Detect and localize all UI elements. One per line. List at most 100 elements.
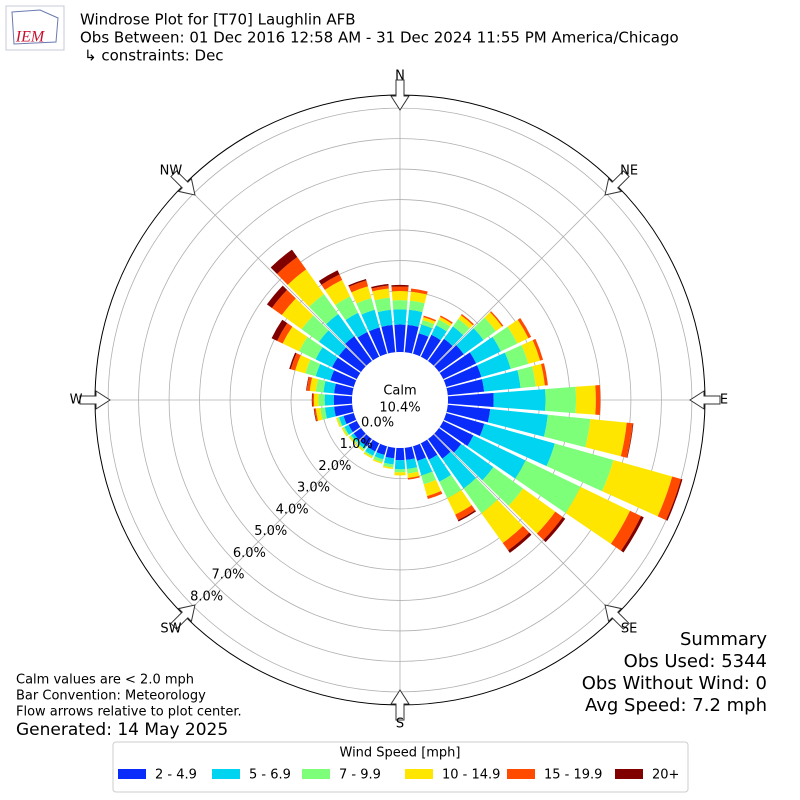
bar-segment xyxy=(357,440,367,449)
bar-segment xyxy=(338,347,366,372)
bar-segment xyxy=(334,383,354,396)
bar-segment xyxy=(423,479,442,497)
r-tick-label: 8.0% xyxy=(190,589,223,604)
summary-line: Summary xyxy=(680,629,767,650)
bar-segment xyxy=(277,257,307,285)
bar-segment xyxy=(469,336,501,364)
legend-title: Wind Speed [mph] xyxy=(340,746,461,761)
logo-state xyxy=(11,9,59,45)
bar-segment xyxy=(367,439,380,452)
bar-segment xyxy=(381,324,396,354)
flow-arrow xyxy=(689,390,721,410)
bar-segment xyxy=(394,324,406,353)
bar-segment xyxy=(407,476,420,480)
flow-arrow xyxy=(390,79,410,111)
bar-segment xyxy=(517,317,532,339)
flow-arrow xyxy=(170,170,196,196)
summary-line: Avg Speed: 7.2 mph xyxy=(585,695,767,716)
bar-segment xyxy=(357,332,380,361)
bar-segment xyxy=(315,347,338,368)
calm-label: Calm xyxy=(383,384,416,399)
bar-segment xyxy=(420,334,441,361)
chart-subtitle: Obs Between: 01 Dec 2016 12:58 AM - 31 D… xyxy=(80,29,679,47)
bar-segment xyxy=(383,462,394,468)
bar-segment xyxy=(271,289,296,316)
bar-segment xyxy=(620,516,644,553)
calm-value: 10.4% xyxy=(379,401,420,416)
legend-swatch xyxy=(507,769,535,779)
bar-segment xyxy=(341,427,348,437)
bar-segment xyxy=(477,352,511,378)
bar-segment xyxy=(446,404,491,423)
note-line: Flow arrows relative to plot center. xyxy=(16,705,242,720)
bar-segment xyxy=(384,456,395,465)
bar-segment xyxy=(336,417,341,428)
bar-segment xyxy=(508,488,556,534)
bar-segment xyxy=(348,420,361,433)
bar-segment xyxy=(657,476,682,521)
bar-segment xyxy=(391,291,409,301)
bar-segment xyxy=(507,319,529,344)
bar-segment xyxy=(344,424,353,435)
bar-segment xyxy=(345,336,372,366)
bar-segment xyxy=(427,490,443,500)
bar-segment xyxy=(305,359,321,377)
bar-segment xyxy=(356,443,365,451)
r-tick-label: 0.0% xyxy=(361,415,394,430)
bar-segment xyxy=(434,428,462,453)
bar-segment xyxy=(345,312,368,338)
bar-segment xyxy=(385,446,396,459)
bar-segment xyxy=(282,326,308,352)
bar-segment xyxy=(364,450,374,457)
bar-segment xyxy=(421,320,435,329)
bar-segment xyxy=(456,328,484,355)
legend-swatch xyxy=(212,769,240,779)
bar-segment xyxy=(595,384,601,416)
bar-segment xyxy=(508,532,532,553)
bar-segment xyxy=(365,447,376,456)
bar-segment xyxy=(361,309,380,332)
bar-segment xyxy=(521,340,541,364)
bar-segment xyxy=(532,364,545,387)
bar-segment xyxy=(458,315,473,329)
bar-segment xyxy=(585,418,627,457)
bar-segment xyxy=(334,404,354,417)
bar-segment xyxy=(391,284,409,287)
grid-spoke xyxy=(184,433,367,616)
bar-segment xyxy=(428,338,453,366)
bar-segment xyxy=(315,363,335,381)
bar-segment xyxy=(277,323,293,344)
bar-segment xyxy=(436,319,451,332)
bar-segment xyxy=(311,393,313,407)
calm-circle xyxy=(352,352,448,448)
legend-label: 5 - 6.9 xyxy=(249,768,291,783)
bar-segment xyxy=(393,309,407,325)
bar-segment xyxy=(371,285,389,292)
bar-segment xyxy=(481,499,523,543)
grid-spoke xyxy=(184,184,367,367)
direction-label: SE xyxy=(621,622,637,637)
direction-label: S xyxy=(396,717,404,732)
bar-segment xyxy=(368,327,388,357)
bar-segment xyxy=(565,486,631,544)
bar-segment xyxy=(484,312,503,332)
bar-segment xyxy=(453,444,494,481)
bar-segment xyxy=(392,300,408,310)
bar-segment xyxy=(610,510,642,551)
bar-segment xyxy=(407,309,423,327)
bar-segment xyxy=(351,286,372,304)
flow-arrow xyxy=(604,170,630,196)
bar-segment xyxy=(412,333,429,357)
bar-segment xyxy=(372,288,390,301)
bar-segment xyxy=(372,459,383,464)
bar-segment xyxy=(443,412,485,437)
bar-segment xyxy=(318,270,340,285)
bar-segment xyxy=(418,324,433,337)
bar-segment xyxy=(353,428,366,440)
bar-segment xyxy=(439,352,477,380)
bar-segment xyxy=(428,454,452,482)
legend-label: 2 - 4.9 xyxy=(155,768,197,783)
bar-segment xyxy=(332,357,361,380)
bar-segment xyxy=(314,408,319,422)
bar-segment xyxy=(343,426,350,436)
